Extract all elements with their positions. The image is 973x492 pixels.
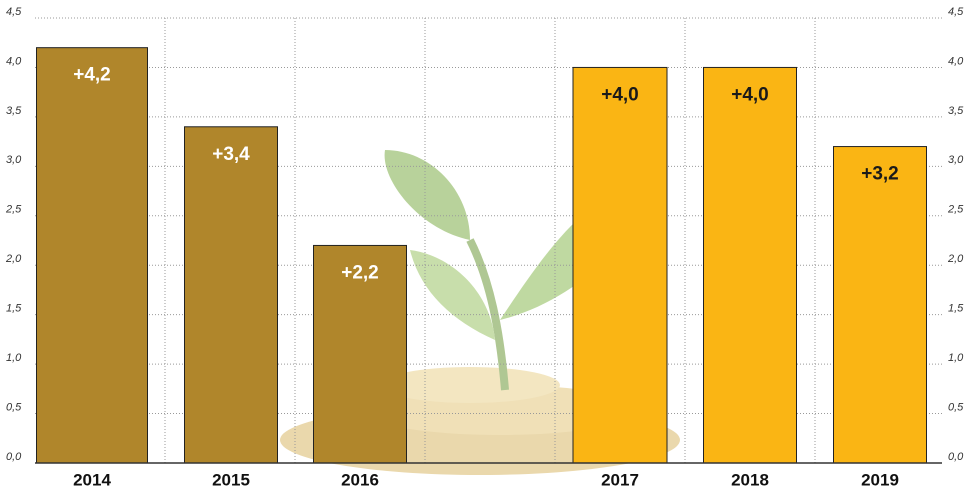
bar [36, 47, 148, 464]
bar [703, 66, 797, 464]
y-tick-label: 0,0 [6, 451, 22, 463]
bar [313, 244, 407, 464]
y-tick-label: 4,5 [6, 6, 22, 18]
value-label: +4,0 [601, 84, 639, 105]
value-label: +4,2 [73, 65, 111, 86]
value-label: +4,0 [731, 84, 769, 105]
y-tick-label-right: 2,5 [947, 204, 964, 216]
y-tick-label: 3,5 [6, 105, 22, 117]
y-tick-label: 2,0 [5, 253, 22, 265]
y-tick-label-right: 3,0 [948, 154, 964, 166]
y-tick-label-right: 4,0 [948, 55, 964, 67]
x-tick-label: 2019 [861, 470, 899, 489]
vertical-grid [164, 18, 816, 463]
y-tick-label: 0,5 [6, 401, 22, 413]
value-label: +2,2 [341, 262, 379, 283]
x-tick-label: 2017 [601, 470, 639, 489]
x-tick-label: 2018 [731, 470, 769, 489]
y-tick-label-right: 1,5 [948, 303, 964, 315]
value-label: +3,2 [861, 164, 899, 185]
y-tick-label-right: 0,0 [948, 451, 964, 463]
x-tick-label: 2016 [341, 470, 379, 489]
y-tick-label: 3,0 [6, 154, 22, 166]
bar [184, 126, 278, 464]
y-tick-label-right: 2,0 [947, 253, 964, 265]
value-label: +3,4 [212, 144, 250, 165]
y-tick-label-right: 3,5 [948, 105, 964, 117]
y-tick-label-right: 4,5 [948, 6, 964, 18]
y-tick-label: 1,5 [6, 303, 22, 315]
y-tick-label: 1,0 [6, 352, 22, 364]
y-tick-label: 2,5 [5, 204, 22, 216]
y-tick-label-right: 0,5 [948, 401, 964, 413]
x-tick-label: 2015 [212, 470, 250, 489]
bar [833, 146, 927, 464]
y-tick-label-right: 1,0 [948, 352, 964, 364]
bar [572, 66, 668, 464]
x-tick-label: 2014 [73, 470, 111, 489]
y-tick-label: 4,0 [6, 55, 22, 67]
